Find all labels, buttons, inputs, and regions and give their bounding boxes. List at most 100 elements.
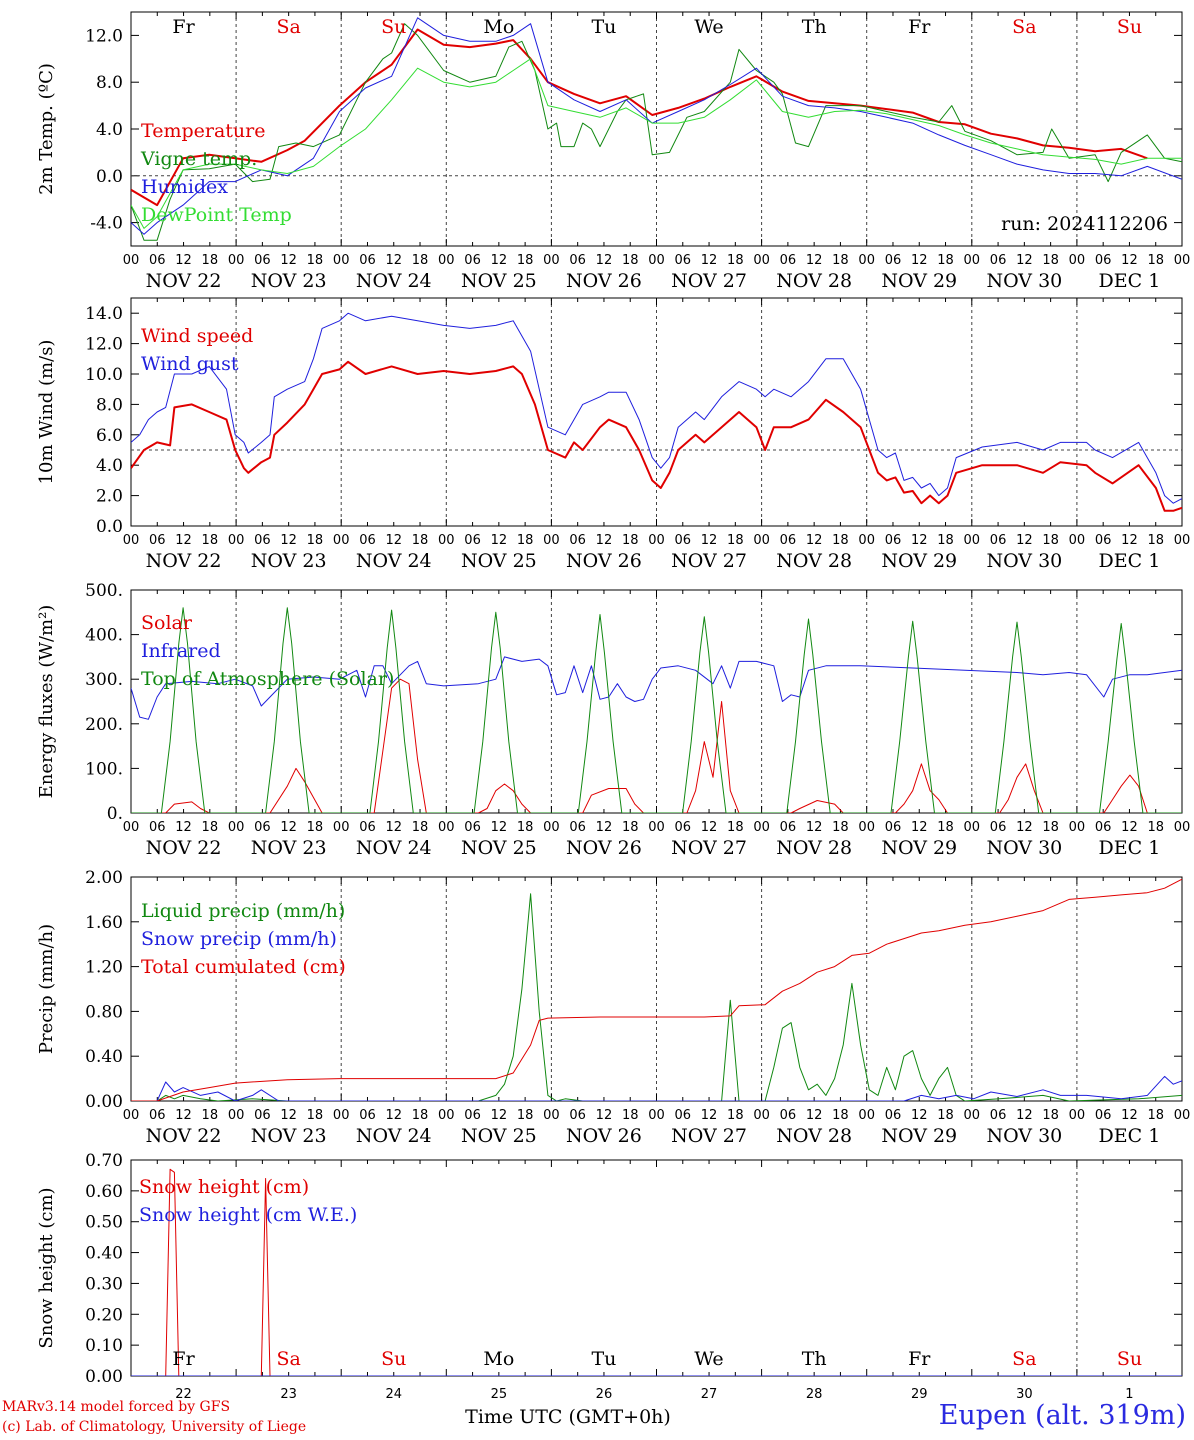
hour-tick-label: 00 — [543, 820, 560, 835]
series-dewpoint-temp — [131, 58, 1182, 229]
hour-tick-label: 06 — [1095, 533, 1112, 548]
legend-entry: Snow height (cm) — [139, 1176, 309, 1198]
day-name-top: Fr — [172, 16, 195, 38]
hour-tick-label: 12 — [1121, 1108, 1138, 1123]
hour-tick-label: 00 — [543, 533, 560, 548]
hour-tick-label: 06 — [1095, 820, 1112, 835]
hour-tick-label: 12 — [175, 533, 192, 548]
hour-tick-label: 18 — [202, 820, 219, 835]
day-name-bottom: We — [694, 1348, 723, 1370]
y-tick-label: 0.20 — [85, 1305, 123, 1325]
legend-entry: Temperature — [141, 120, 265, 142]
day-name-top: Fr — [908, 16, 931, 38]
date-label: NOV 26 — [566, 837, 642, 859]
day-name-bottom: Su — [381, 1348, 406, 1370]
hour-tick-label: 12 — [491, 533, 508, 548]
date-label: NOV 27 — [671, 1125, 747, 1147]
day-number: 28 — [806, 1387, 823, 1402]
hour-tick-label: 12 — [701, 533, 718, 548]
hour-tick-label: 00 — [333, 1108, 350, 1123]
hour-tick-label: 12 — [1121, 820, 1138, 835]
day-name-top: Mo — [483, 16, 514, 38]
hour-tick-label: 18 — [1042, 1108, 1059, 1123]
hour-tick-label: 00 — [123, 253, 140, 268]
hour-tick-label: 12 — [806, 820, 823, 835]
day-name-top: Sa — [1012, 16, 1036, 38]
hour-tick-label: 12 — [701, 820, 718, 835]
hour-tick-label: 18 — [1042, 533, 1059, 548]
y-tick-label: 4.0 — [96, 120, 123, 140]
hour-tick-label: 12 — [385, 253, 402, 268]
hour-tick-label: 12 — [175, 820, 192, 835]
y-tick-label: 0.10 — [85, 1336, 123, 1356]
hour-tick-label: 18 — [412, 1108, 429, 1123]
day-number: 1 — [1125, 1387, 1133, 1402]
hour-tick-label: 12 — [596, 253, 613, 268]
hour-tick-label: 00 — [964, 533, 981, 548]
day-name-bottom: Sa — [276, 1348, 300, 1370]
y-tick-label: 10.0 — [85, 365, 123, 385]
hour-tick-label: 00 — [1069, 253, 1086, 268]
hour-tick-label: 06 — [569, 533, 586, 548]
hour-tick-label: 00 — [1174, 1108, 1191, 1123]
hour-tick-label: 00 — [438, 820, 455, 835]
day-name-bottom: Tu — [591, 1348, 616, 1370]
hour-tick-label: 18 — [622, 820, 639, 835]
hour-tick-label: 06 — [885, 533, 902, 548]
hour-tick-label: 00 — [753, 1108, 770, 1123]
hour-tick-label: 18 — [307, 533, 324, 548]
day-name-top: Sa — [276, 16, 300, 38]
series-liquid-precip-mm-h — [131, 893, 1182, 1101]
hour-tick-label: 00 — [228, 253, 245, 268]
date-label: NOV 30 — [986, 837, 1062, 859]
legend-entry: DewPoint Temp — [141, 204, 292, 226]
hour-tick-label: 18 — [622, 253, 639, 268]
x-axis-label: Time UTC (GMT+0h) — [465, 1406, 671, 1428]
hour-tick-label: 18 — [412, 533, 429, 548]
hour-tick-label: 06 — [359, 533, 376, 548]
hour-tick-label: 00 — [753, 533, 770, 548]
hour-tick-label: 12 — [1016, 253, 1033, 268]
legend-entry: Top of Atmosphere (Solar) — [141, 668, 394, 690]
date-label: NOV 28 — [776, 1125, 852, 1147]
y-tick-label: 8.0 — [96, 73, 123, 93]
hour-tick-label: 06 — [254, 820, 271, 835]
y-tick-label: 2.00 — [85, 868, 123, 888]
series-snow-precip-mm-h — [131, 1075, 1182, 1101]
hour-tick-label: 18 — [727, 1108, 744, 1123]
date-label: NOV 23 — [251, 837, 327, 859]
day-name-top: Tu — [591, 16, 616, 38]
hour-tick-label: 06 — [1095, 1108, 1112, 1123]
series-solar — [131, 678, 1182, 813]
day-name-bottom: Fr — [172, 1348, 195, 1370]
hour-tick-label: 00 — [1069, 1108, 1086, 1123]
y-tick-label: 8.0 — [96, 395, 123, 415]
date-label: NOV 29 — [881, 550, 957, 572]
hour-tick-label: 00 — [543, 253, 560, 268]
hour-tick-label: 12 — [1016, 1108, 1033, 1123]
y-tick-label: 14.0 — [85, 304, 123, 324]
legend-entry: Snow precip (mm/h) — [141, 928, 337, 950]
hour-tick-label: 00 — [438, 253, 455, 268]
hour-tick-label: 00 — [1069, 820, 1086, 835]
day-number: 29 — [911, 1387, 928, 1402]
hour-tick-label: 06 — [464, 1108, 481, 1123]
hour-tick-label: 00 — [858, 253, 875, 268]
hour-tick-label: 06 — [569, 820, 586, 835]
day-name-bottom: Su — [1117, 1348, 1142, 1370]
y-tick-label: 12.0 — [85, 335, 123, 355]
hour-tick-label: 00 — [543, 1108, 560, 1123]
hour-tick-label: 18 — [202, 253, 219, 268]
date-label: NOV 26 — [566, 550, 642, 572]
hour-tick-label: 06 — [990, 253, 1007, 268]
series-vigne-temp — [131, 23, 1182, 241]
hour-tick-label: 12 — [1121, 253, 1138, 268]
model-credit: MARv3.14 model forced by GFS — [2, 1399, 231, 1415]
hour-tick-label: 00 — [964, 1108, 981, 1123]
hour-tick-label: 00 — [648, 820, 665, 835]
day-name-bottom: Th — [802, 1348, 827, 1370]
hour-tick-label: 18 — [517, 253, 534, 268]
hour-tick-label: 12 — [491, 1108, 508, 1123]
hour-tick-label: 06 — [149, 533, 166, 548]
hour-tick-label: 06 — [254, 533, 271, 548]
